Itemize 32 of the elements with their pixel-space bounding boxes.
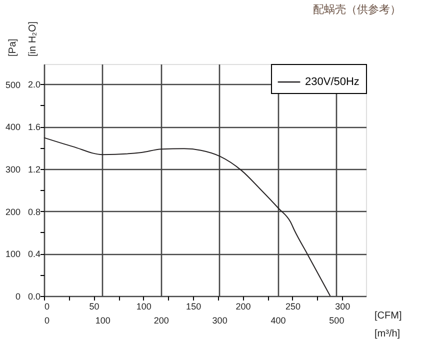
y2-tick-label: 0.8	[28, 206, 40, 217]
x2-tick-label: 400	[270, 316, 286, 326]
x-tick-label: 0	[44, 302, 50, 312]
x-tick-label: 200	[236, 302, 251, 312]
x2-tick-label: 300	[212, 316, 228, 326]
y2-tick-label: 1.6	[28, 122, 40, 132]
x-axis-title: [CFM]	[374, 310, 402, 322]
chart-title: 配蜗壳（供参考）	[313, 3, 402, 16]
x-tick-label: 100	[136, 302, 152, 312]
x-tick-label: 250	[285, 302, 300, 312]
y2-tick-label: 0.4	[28, 249, 40, 260]
y-tick-label: 300	[5, 164, 20, 174]
x-tick-label: 50	[89, 302, 100, 312]
y2-tick-label: 0.0	[28, 292, 40, 302]
x2-tick-label: 0	[44, 316, 50, 326]
y-tick-label: 400	[5, 122, 20, 132]
x2-tick-label: 100	[95, 316, 110, 326]
x2-tick-label: 200	[154, 316, 169, 326]
x-tick-label: 150	[186, 302, 202, 312]
y2-tick-label: 1.2	[28, 164, 40, 174]
x-tick-label: 300	[335, 302, 350, 312]
x2-tick-label: 500	[329, 316, 344, 326]
y-tick-label: 0	[15, 292, 20, 302]
y2-tick-label: 2.0	[28, 80, 40, 90]
legend-label: 230V/50Hz	[305, 76, 360, 88]
y-tick-label: 500	[5, 80, 20, 90]
y-tick-label: 200	[5, 206, 20, 217]
line-series	[44, 137, 331, 296]
y2-axis-title: [in H₂O]	[28, 21, 38, 56]
x2-axis-title: [m³/h]	[374, 328, 400, 340]
y-tick-label: 100	[5, 249, 20, 260]
y-axis-title: [Pa]	[8, 38, 18, 56]
